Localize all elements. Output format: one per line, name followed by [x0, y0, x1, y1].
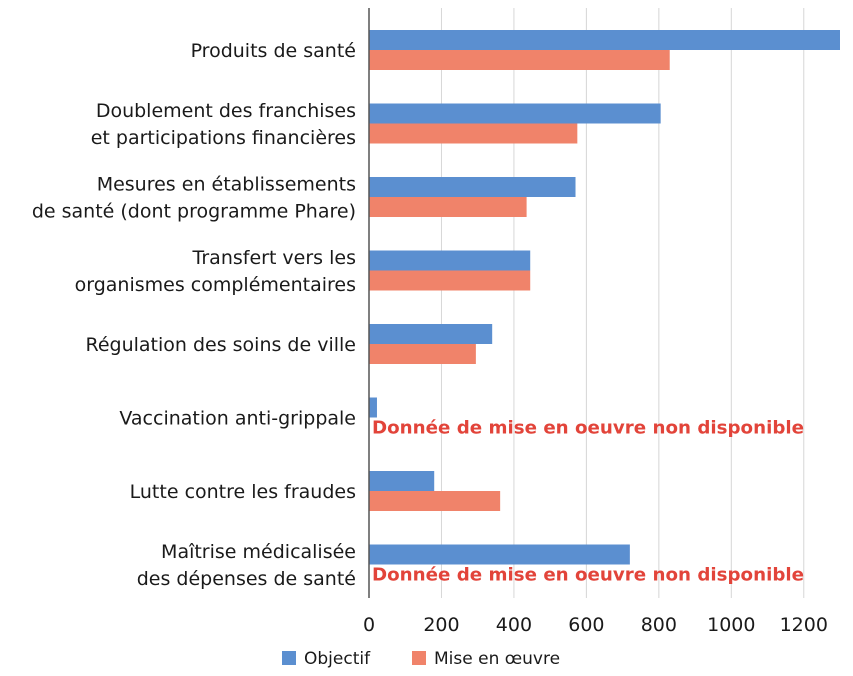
bar-objectif — [369, 250, 531, 271]
category-label-line: organismes complémentaires — [75, 274, 356, 296]
bars — [369, 30, 840, 565]
legend-swatch — [412, 651, 426, 665]
category-label: Transfert vers les organismes complémenta… — [75, 247, 356, 296]
annotations: Donnée de mise en oeuvre non disponible D… — [372, 418, 804, 586]
category-label-line: Régulation des soins de ville — [85, 334, 356, 356]
legend-label: Objectif — [304, 649, 371, 669]
category-label: Mesures en établissements de santé (dont … — [32, 174, 356, 223]
x-tick-label: 400 — [496, 614, 532, 636]
legend: Objectif Mise en œuvre — [282, 649, 560, 669]
x-tick-label: 1200 — [780, 614, 828, 636]
x-tick-label: 600 — [568, 614, 604, 636]
bar-mise-en-oeuvre — [369, 270, 531, 291]
category-label: Vaccination anti-grippale — [119, 408, 356, 430]
legend-label: Mise en œuvre — [434, 649, 560, 669]
bar-mise-en-oeuvre — [369, 344, 476, 364]
bar-objectif — [369, 471, 435, 491]
category-labels: Produits de santé Doublement des franchis… — [32, 40, 356, 590]
x-tick-label: 800 — [641, 614, 677, 636]
bar-mise-en-oeuvre — [369, 491, 501, 511]
bar-mise-en-oeuvre — [369, 50, 670, 70]
bar-objectif — [369, 30, 840, 50]
x-tick-label: 0 — [363, 614, 375, 636]
category-label-line: Lutte contre les fraudes — [130, 481, 356, 503]
category-label: Lutte contre les fraudes — [130, 481, 356, 503]
x-tick-label: 200 — [423, 614, 459, 636]
legend-swatch — [282, 651, 296, 665]
category-label: Régulation des soins de ville — [85, 334, 356, 356]
category-label: Maîtrise médicalisée des dépenses de sant… — [137, 541, 356, 590]
annotation-missing-data: Donnée de mise en oeuvre non disponible — [372, 565, 804, 586]
x-tick-label: 1000 — [707, 614, 755, 636]
bar-objectif — [369, 103, 661, 124]
category-label-line: Doublement des franchises — [96, 100, 356, 122]
category-label-line: Produits de santé — [191, 40, 356, 62]
category-label-line: Maîtrise médicalisée — [161, 541, 356, 563]
category-label-line: Mesures en établissements — [97, 174, 356, 196]
category-label-line: Vaccination anti-grippale — [119, 408, 356, 430]
category-label-line: Transfert vers les — [192, 247, 356, 269]
category-label: Doublement des franchises et participatio… — [91, 100, 356, 149]
x-tick-labels: 0 200 400 600 800 1000 1200 — [363, 614, 828, 636]
bar-objectif — [369, 177, 576, 197]
category-label: Produits de santé — [191, 40, 356, 62]
bar-objectif — [369, 324, 493, 344]
bar-mise-en-oeuvre — [369, 197, 527, 217]
annotation-missing-data: Donnée de mise en oeuvre non disponible — [372, 418, 804, 439]
category-label-line: de santé (dont programme Phare) — [32, 201, 356, 223]
bar-objectif — [369, 544, 630, 565]
bar-mise-en-oeuvre — [369, 123, 578, 144]
category-label-line: et participations financières — [91, 127, 356, 149]
category-label-line: des dépenses de santé — [137, 568, 356, 590]
bar-objectif — [369, 397, 377, 418]
